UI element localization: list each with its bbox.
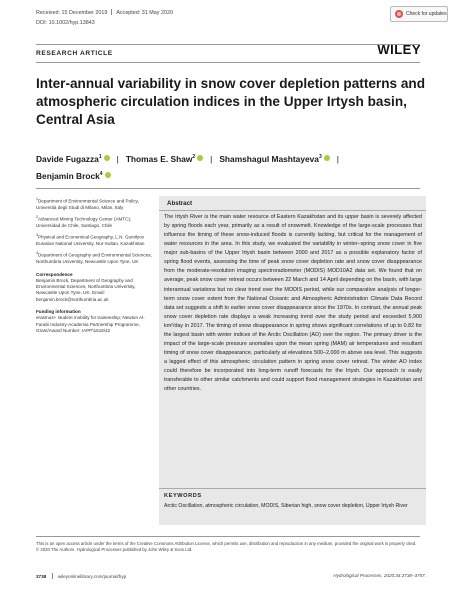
received-date: Received: 15 December 2019 [36,10,108,16]
article-title: Inter-annual variability in snow cover d… [36,76,426,127]
doi[interactable]: DOI: 10.1002/hyp.13843 [36,20,95,26]
abstract-text: The Irtysh River is the main water resou… [164,214,422,393]
publisher-logo[interactable]: WILEY [377,42,421,57]
left-column: 1Department of Environmental Science and… [36,196,152,340]
keywords-heading: KEYWORDS [164,493,202,499]
license-text: This is an open access article under the… [36,541,417,553]
orcid-icon[interactable] [197,154,204,161]
funding-text: erasmus+ student mobility for traineeshi… [36,315,145,333]
orcid-icon[interactable] [103,154,110,161]
check-updates-icon [395,10,403,18]
funding: Funding information erasmus+ student mob… [36,309,152,334]
author-separator: | [336,153,339,164]
page-number: 3738 [36,574,47,579]
accepted-date: Accepted: 31 May 2020 [116,10,173,16]
divider [111,9,113,15]
check-updates-label: Check for updates [406,11,447,17]
top-bar: Received: 15 December 2019 Accepted: 31 M… [36,6,448,28]
correspondence: Correspondence Benjamin Brock, Departmen… [36,272,152,303]
author[interactable]: Thomas E. Shaw2 [126,154,204,164]
author-list: Davide Fugazza1 | Thomas E. Shaw2 | Shamshag… [36,150,426,184]
author-separator: | [210,153,213,164]
author[interactable]: Benjamin Brock4 [36,171,111,181]
citation: Hydrological Processes. 2020;34:3738–375… [333,573,426,578]
received-line: Received: 15 December 2019 Accepted: 31 M… [36,9,173,16]
affiliation: 1Department of Environmental Science and… [36,197,139,210]
correspondence-text[interactable]: Benjamin Brock, Department of Geography … [36,277,136,302]
header-rule-bottom [36,62,420,63]
page-footer: 3738 wileyonlinelibrary.com/journal/hyp H… [36,573,426,579]
affiliation: 2Advanced Mining Technology Center (AMTC… [36,215,132,228]
abstract-heading: Abstract [167,200,193,207]
license-rule [36,536,420,537]
author[interactable]: Shamshagul Mashtayeva3 [219,154,330,164]
funding-heading: Funding information [36,308,81,314]
authors-rule [36,188,420,189]
author[interactable]: Davide Fugazza1 [36,154,110,164]
correspondence-heading: Correspondence [36,271,73,277]
orcid-icon[interactable] [323,154,330,161]
keywords-rule [159,488,426,489]
author-separator: | [116,153,119,164]
check-for-updates-button[interactable]: Check for updates [390,6,448,22]
abstract-box: Abstract The Irtysh River is the main wa… [159,196,426,525]
header-rule [36,44,420,45]
abstract-rule [159,210,426,211]
affiliations: 1Department of Environmental Science and… [36,196,152,266]
affiliation: 4Department of Geography and Environment… [36,251,152,265]
orcid-icon[interactable] [104,171,111,178]
journal-url[interactable]: wileyonlinelibrary.com/journal/hyp [57,574,127,579]
divider [52,573,53,579]
affiliation: 3Physical and Economical Geography, L.N.… [36,233,145,247]
article-type: RESEARCH ARTICLE [36,50,113,57]
keywords-text: Arctic Oscillation, atmospheric circulat… [164,503,408,509]
